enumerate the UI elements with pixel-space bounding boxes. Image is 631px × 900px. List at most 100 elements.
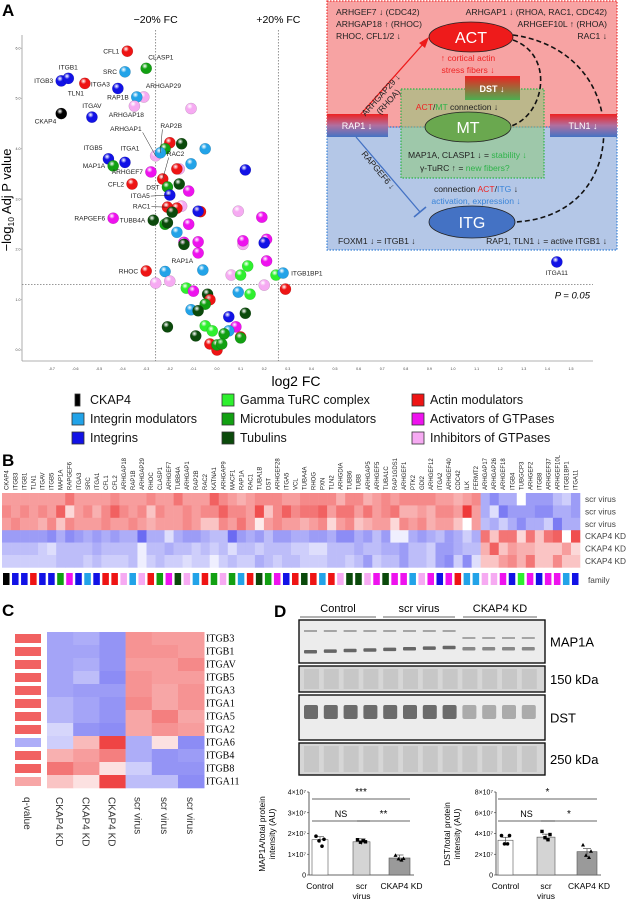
y-tick-label: 2×10⁷ (288, 831, 307, 838)
row-label: ITGAV (206, 660, 237, 671)
heatmap-cell (534, 542, 545, 556)
heatmap-cell (38, 493, 48, 506)
inhibition-bar-icon (413, 206, 427, 218)
heatmap-cell (245, 555, 256, 568)
heatmap-cell (164, 530, 174, 543)
data-point (107, 212, 119, 225)
qvalue-cell (15, 634, 41, 643)
heatmap-cell (525, 493, 536, 506)
family-swatch (39, 573, 46, 585)
heatmap-cell (444, 542, 454, 556)
qvalue-cell (15, 777, 41, 786)
heatmap-cell (534, 493, 545, 506)
heatmap-cell (209, 505, 220, 519)
significance-label: * (546, 787, 550, 798)
heatmap-cell (110, 493, 120, 506)
column-label: ITGAV (41, 472, 47, 490)
heatmap-cell (381, 530, 391, 543)
heatmap-cell (390, 530, 400, 543)
row-label: ITGA6 (206, 738, 235, 749)
blot-band (422, 646, 436, 650)
heatmap-cell (534, 530, 545, 543)
heatmap-cell (254, 517, 265, 531)
family-swatch (418, 573, 425, 585)
data-point (234, 332, 247, 344)
heatmap-cell (146, 517, 156, 531)
heatmap-cell (173, 542, 183, 556)
heatmap-cell (291, 555, 301, 568)
total-protein-lane (521, 669, 537, 689)
heatmap-cell (507, 505, 518, 519)
total-protein-lane (502, 746, 517, 772)
heatmap-cell (318, 493, 328, 506)
heatmap-cell (164, 505, 174, 519)
heatmap-cell (178, 736, 205, 750)
column-label: TUBB6 (348, 470, 354, 490)
family-swatch (310, 573, 317, 585)
data-point (86, 111, 98, 123)
column-label: TLN1 (32, 475, 38, 490)
blot-band (403, 705, 417, 719)
blot-band (363, 705, 378, 719)
row-label: ITGB5 (206, 673, 234, 684)
column-label: CKAP4 KD (106, 797, 117, 846)
point-label: ARHGAP18 (109, 112, 145, 119)
column-label: ARHGEF37 (546, 458, 552, 490)
heatmap-cell (73, 671, 100, 685)
data-point (145, 166, 157, 178)
heatmap-cell (471, 493, 481, 506)
heatmap-cell (2, 517, 12, 531)
legend: CKAP4 Integrin modulators Integrins Gamma T… (71, 393, 554, 445)
heatmap-cell (99, 697, 126, 711)
data-point (277, 267, 289, 279)
significance-label: NS (520, 809, 533, 819)
heatmap-cell (543, 555, 554, 568)
total-protein-lane (403, 746, 418, 772)
heatmap-cell (354, 493, 364, 506)
heatmap-cell (125, 736, 153, 750)
heatmap-cell (38, 555, 48, 568)
column-label: ARHGAP9 (221, 461, 227, 490)
left-note-2: ARHGAP18 ↑ (RHOC) (336, 19, 422, 29)
heatmap-cell (178, 710, 205, 724)
heatmap-cell (151, 671, 179, 685)
heatmap-cell (552, 517, 563, 531)
heatmap-cell (119, 505, 129, 519)
heatmap-cell (372, 555, 382, 568)
family-swatch (463, 573, 471, 585)
qvalue-cell (15, 738, 41, 747)
heatmap-cell (137, 505, 147, 519)
column-label: ITGB1 (23, 472, 29, 490)
heatmap-cell (218, 542, 229, 556)
heatmap-cell (47, 710, 74, 724)
column-label: ARHGEF5 (375, 461, 381, 490)
heatmap-cell (178, 645, 205, 659)
total-protein-lane (521, 746, 537, 772)
blot-band (383, 705, 398, 719)
family-swatch (346, 573, 353, 585)
family-swatch (255, 573, 263, 585)
x-tick-label: scr virus (353, 881, 371, 900)
family-swatch (147, 573, 155, 585)
heatmap-cell (453, 517, 463, 531)
blot-band (363, 648, 377, 652)
blot-band (482, 705, 497, 719)
heatmap-cell (570, 505, 581, 519)
heatmap-cell (125, 775, 153, 789)
data-point (182, 218, 195, 231)
heatmap-cell (435, 530, 445, 543)
column-label: MACF1 (230, 469, 236, 490)
heatmap-cell (74, 517, 84, 531)
heatmap-cell (74, 530, 84, 543)
x-tick-label: 0.0 (215, 367, 220, 371)
legend-swatch (411, 412, 425, 426)
heatmap-cell (408, 542, 418, 556)
heatmap-cell (525, 555, 536, 568)
column-label: RAC1 (248, 473, 254, 490)
data-point (361, 839, 366, 843)
data-point (199, 142, 211, 155)
family-swatch (364, 573, 371, 585)
act-mt-connection: ACT/MT connection ↓ (416, 102, 498, 112)
heatmap-cell (83, 555, 93, 568)
heatmap-cell (435, 555, 445, 568)
